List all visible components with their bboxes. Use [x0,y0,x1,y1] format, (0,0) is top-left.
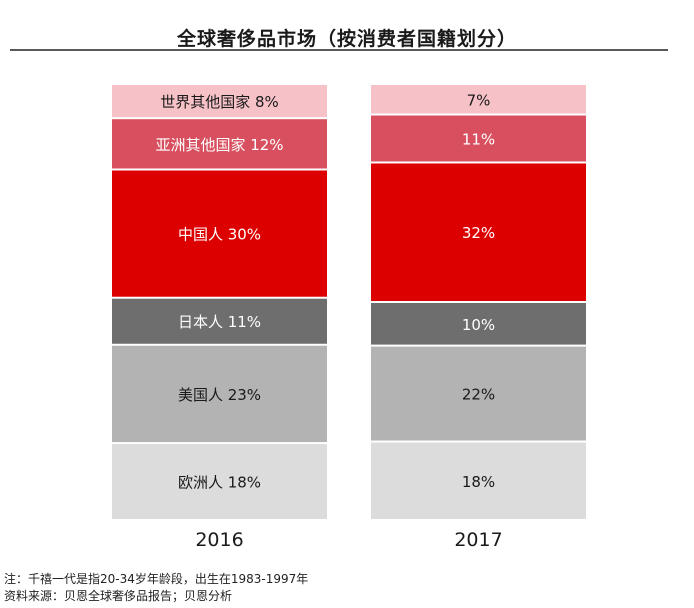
segment-label-2017-3: 32% [462,224,495,242]
segment-label-2017-4: 11% [462,131,495,149]
x-axis-tick-labels: 2016 2017 [195,529,502,551]
chart-title: 全球奢侈品市场（按消费者国籍划分） [176,28,517,50]
bar-segment-2017-2 [371,303,586,345]
segment-label-2017-1: 22% [462,386,495,404]
segment-label-2017-2: 10% [462,316,495,334]
bar-segment-2017-1 [371,346,586,441]
footnote-note: 注：千禧一代是指20-34岁年龄段，出生在1983-1997年 [4,572,309,586]
x-tick-label-2017: 2017 [454,529,502,551]
bar-segment-2016-2 [112,298,327,344]
footnote-source: 资料来源：贝恩全球奢侈品报告；贝恩分析 [4,589,233,603]
bar-segment-2016-1 [112,345,327,443]
bar-segment-2016-0 [112,444,327,519]
segment-label-2016-4: 亚洲其他国家 12% [155,136,283,154]
bars-layer [112,85,586,519]
bar-segment-2017-5 [371,85,586,114]
segment-label-2017-0: 18% [462,473,495,491]
bar-segment-2017-4 [371,115,586,162]
labels-layer: 欧洲人 18% 美国人 23% 日本人 11% 中国人 30% 亚洲其他国家 12% 世界… [155,91,495,491]
segment-label-2016-1: 美国人 23% [178,386,261,404]
segment-label-2016-3: 中国人 30% [178,226,261,244]
bar-segment-2016-3 [112,170,327,297]
bar-segment-2017-0 [371,442,586,519]
segment-label-2016-2: 日本人 11% [178,313,261,331]
x-tick-label-2016: 2016 [195,529,243,551]
segment-label-2016-5: 世界其他国家 8% [160,93,279,111]
segment-label-2016-0: 欧洲人 18% [178,474,261,492]
bar-segment-2017-3 [371,163,586,301]
bar-segment-2016-4 [112,119,327,169]
segment-label-2017-5: 7% [467,91,491,109]
bar-segment-2016-5 [112,85,327,118]
